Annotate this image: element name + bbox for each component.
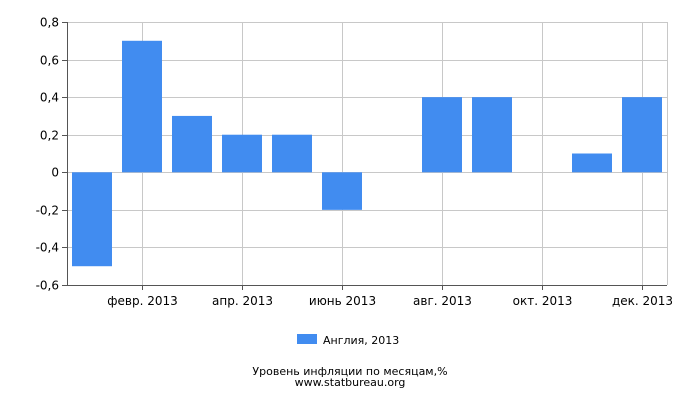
y-tick-label: 0,6 [40, 54, 59, 68]
bar [122, 40, 162, 173]
bar [622, 97, 662, 173]
y-tick-label: -0,4 [36, 241, 59, 255]
chart-source: www.statbureau.org [294, 376, 406, 389]
legend-label: Англия, 2013 [323, 334, 399, 347]
y-tick-label: 0 [51, 166, 59, 180]
bars [72, 40, 662, 267]
legend: Англия, 2013 [297, 334, 399, 347]
chart-title: Уровень инфляции по месяцам,% [252, 365, 448, 378]
bar [272, 134, 312, 173]
bar [72, 172, 112, 267]
y-tick-label: -0,2 [36, 204, 59, 218]
x-tick-label: июнь 2013 [309, 294, 376, 308]
bar [472, 97, 512, 173]
y-tick-label: -0,6 [36, 279, 59, 293]
x-tick-label: авг. 2013 [413, 294, 472, 308]
bar [172, 115, 212, 173]
x-tick-label: апр. 2013 [212, 294, 273, 308]
bar [422, 97, 462, 173]
y-tick-label: 0,4 [40, 91, 59, 105]
x-tick-label: окт. 2013 [513, 294, 573, 308]
x-tick-label: дек. 2013 [612, 294, 673, 308]
y-tick-label: 0,8 [40, 16, 59, 30]
axes: -0,6 -0,4 -0,2 0 0,2 0,4 0,6 0,8 февр. 2013 апр. … [36, 16, 673, 309]
x-tick-label: февр. 2013 [107, 294, 178, 308]
bar [322, 172, 362, 210]
y-tick-label: 0,2 [40, 129, 59, 143]
legend-swatch [297, 334, 317, 344]
bar [222, 134, 262, 173]
bar [572, 153, 612, 173]
